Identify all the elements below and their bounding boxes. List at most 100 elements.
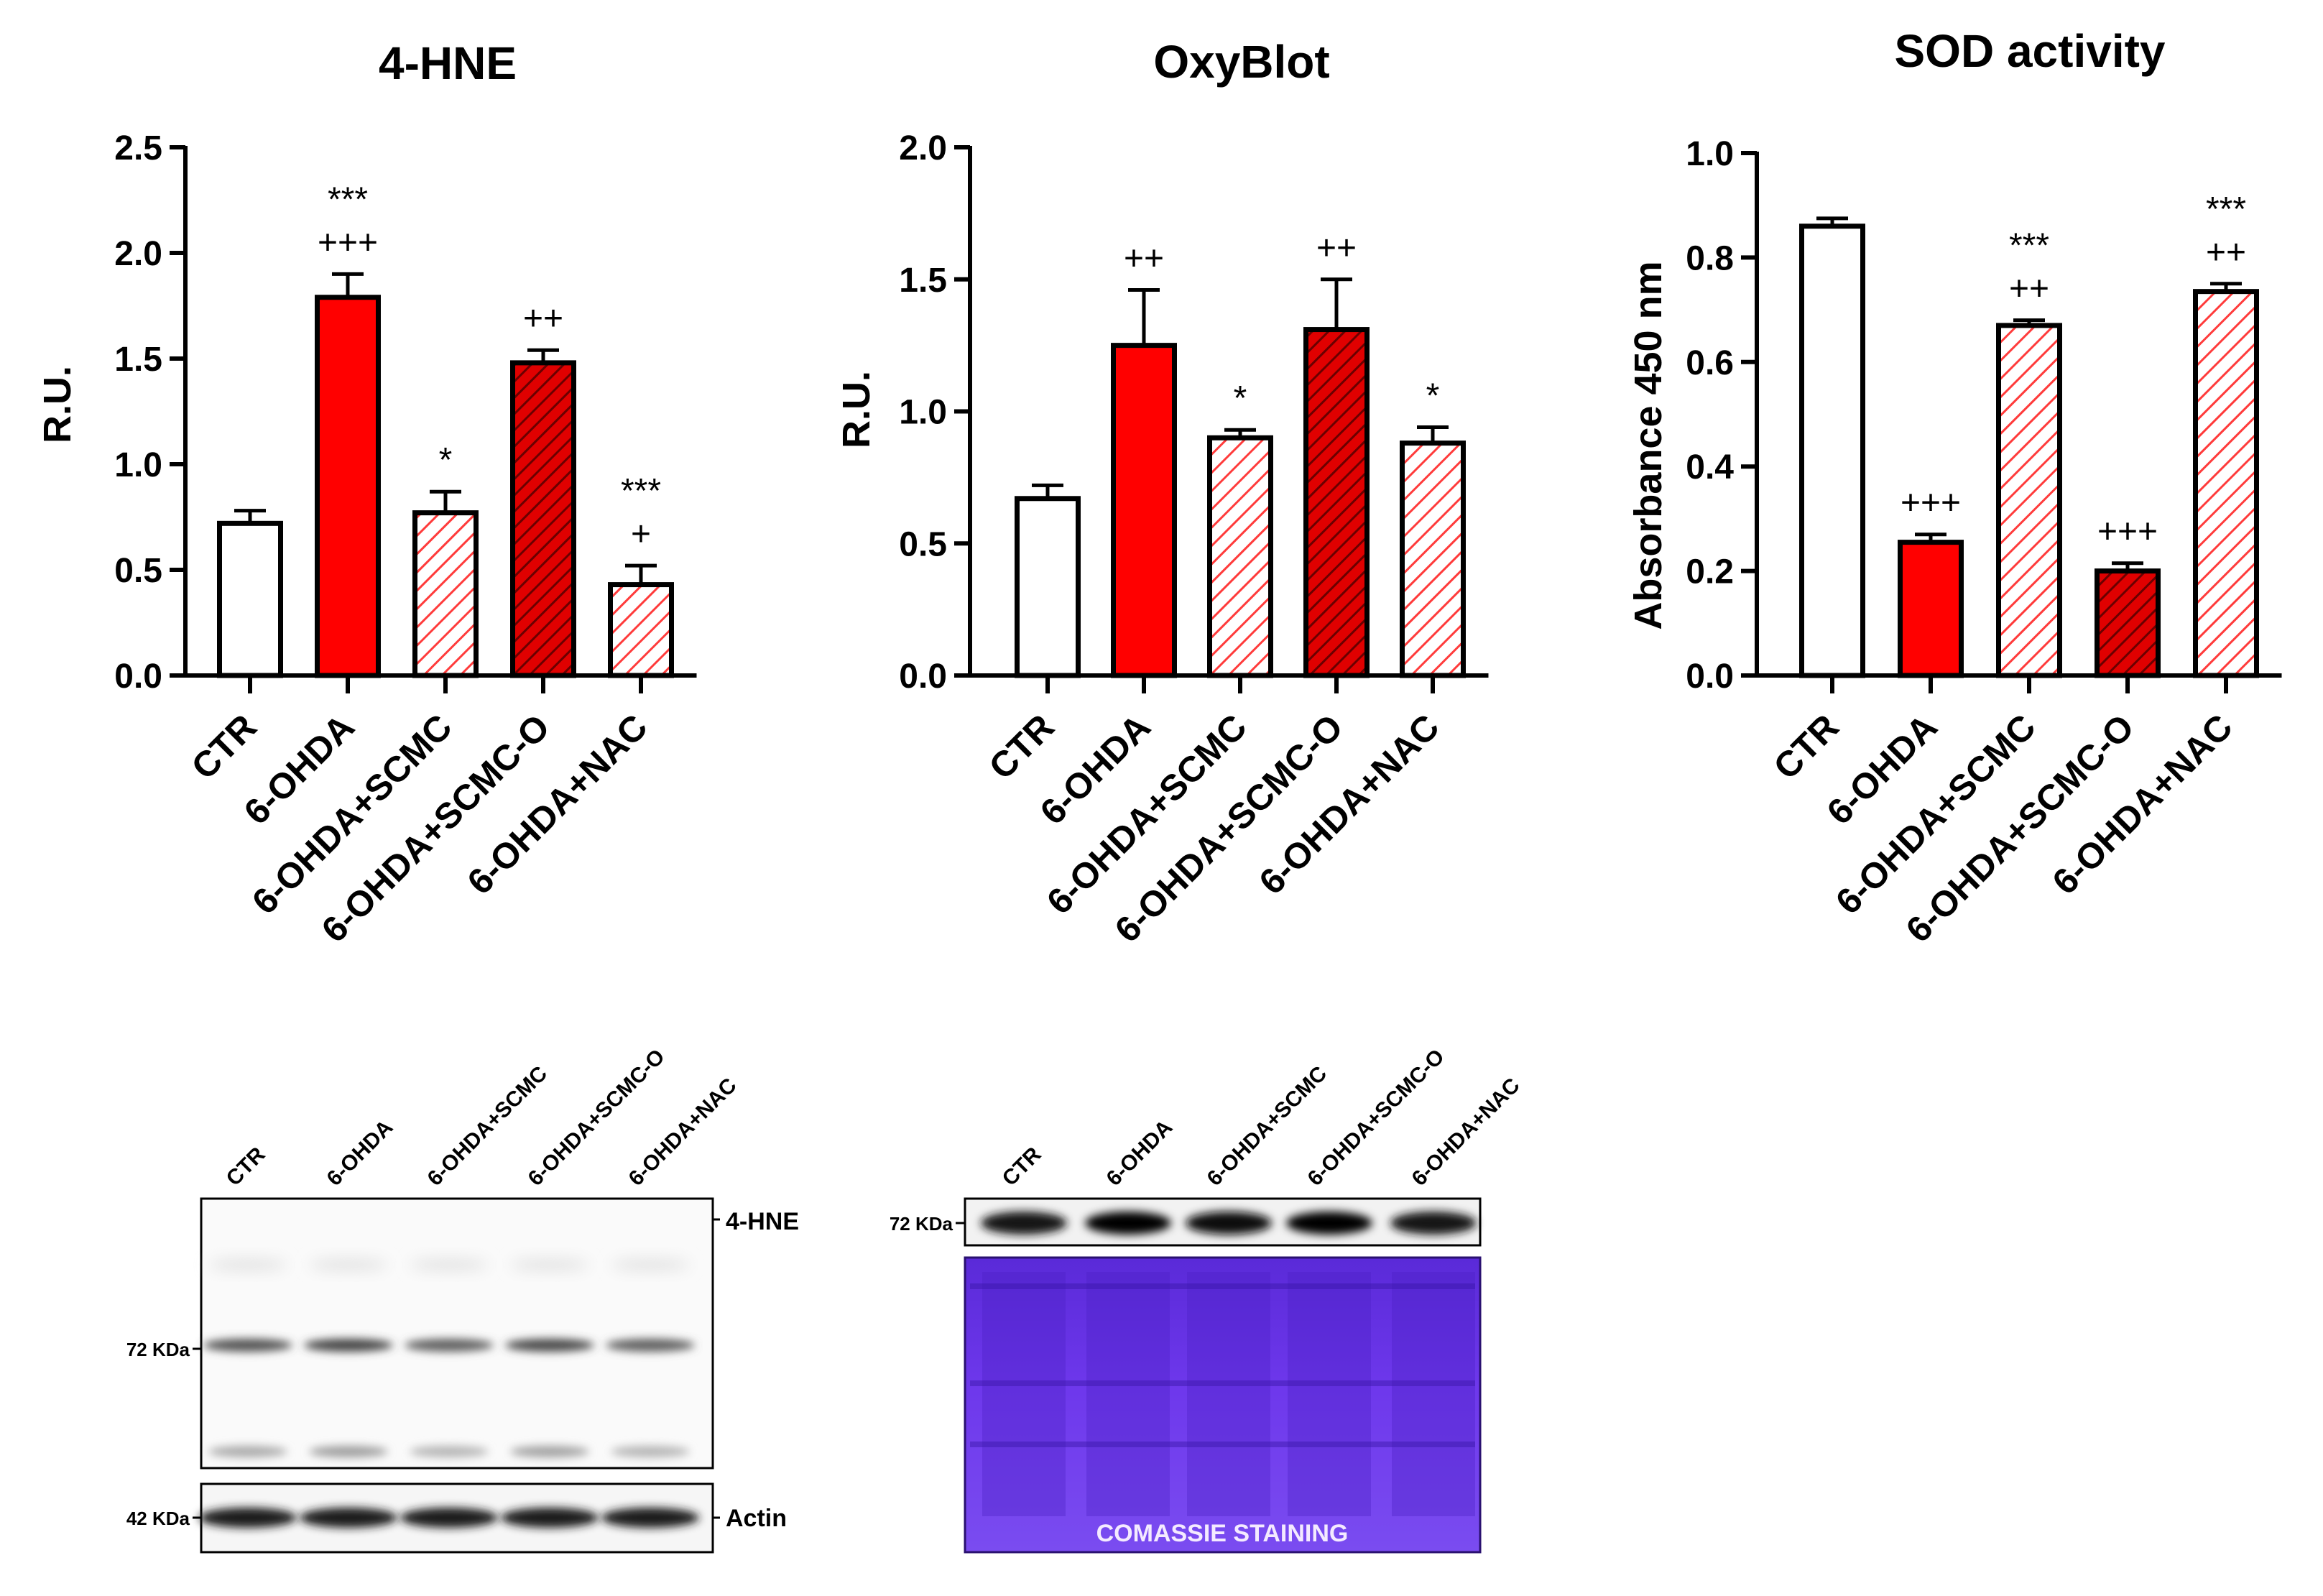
x-tick-label: 6-OHDA+NAC: [2044, 706, 2240, 902]
lane-labels: CTR 6-OHDA 6-OHDA+SCMC6-OHDA+SCMC-O6-OHDA+…: [222, 1045, 742, 1191]
bar: [217, 520, 283, 678]
y-axis-label: Absorbance 450 nm: [1627, 261, 1670, 629]
significance-annotation: +++: [1901, 484, 1961, 522]
significance-annotation: *: [1234, 379, 1247, 418]
main-band: [304, 1339, 393, 1352]
bar: [608, 582, 674, 678]
actin-band: [601, 1508, 699, 1528]
actin-band: [501, 1508, 599, 1528]
y-tick-label: 1.0: [114, 446, 162, 484]
oxyblot-band: [1085, 1212, 1171, 1235]
bar: [1400, 440, 1466, 678]
chart-title: SOD activity: [1894, 25, 2165, 77]
stain-lane: [1187, 1272, 1270, 1516]
y-tick-label: 2.5: [114, 129, 162, 167]
significance-annotation: *: [1426, 377, 1440, 415]
faint-band: [510, 1259, 589, 1270]
actin-band: [300, 1508, 397, 1528]
bar: [1207, 435, 1273, 678]
y-tick-label: 1.5: [899, 262, 947, 300]
chart-title: OxyBlot: [1153, 36, 1329, 88]
hne-marker-label: 72 KDa: [126, 1339, 190, 1360]
bar: [1898, 540, 1964, 678]
lower-band: [611, 1446, 690, 1457]
oxyblot-bands: [981, 1212, 1477, 1235]
stain-lane: [1392, 1272, 1475, 1516]
hne-blot-membrane: [200, 1197, 714, 1470]
y-tick-label: 0.4: [1686, 448, 1734, 486]
stain-lanes: [970, 1272, 1475, 1516]
y-tick-label: 0.2: [1686, 553, 1734, 591]
significance-annotation: ++: [1124, 239, 1164, 277]
lane-label: CTR: [222, 1143, 270, 1191]
hne-bands: [203, 1259, 695, 1457]
significance-annotation: +++: [2097, 513, 2158, 551]
y-tick-label: 1.5: [114, 341, 162, 379]
y-tick-label: 1.0: [899, 394, 947, 432]
stain-lane: [1288, 1272, 1371, 1516]
bar: [1996, 323, 2062, 678]
x-tick-label: CTR: [184, 706, 264, 787]
faint-band: [208, 1259, 287, 1270]
y-tick-label: 2.0: [899, 129, 947, 167]
y-axis-label: R.U.: [835, 371, 878, 448]
lower-band: [410, 1446, 489, 1457]
lower-band: [309, 1446, 388, 1457]
x-tick-label: 6-OHDA+NAC: [459, 706, 655, 902]
plot-area: 0.00.20.40.60.81.0CTR6-OHDA+++6-OHDA+SCM…: [1686, 135, 2282, 950]
oxyblot-band: [1390, 1212, 1477, 1235]
bar: [1303, 327, 1370, 678]
plot-area: 0.00.51.01.52.02.5CTR6-OHDA***+++6-OHDA+…: [114, 129, 697, 950]
actin-band: [199, 1508, 297, 1528]
significance-annotation: ***: [2009, 227, 2049, 265]
bar: [412, 510, 479, 678]
faint-band: [309, 1259, 388, 1270]
bar: [1799, 223, 1865, 678]
oxyblot-band: [1286, 1212, 1372, 1235]
x-tick-label: CTR: [1766, 706, 1847, 787]
y-tick-label: 1.0: [1686, 135, 1734, 173]
main-band: [505, 1339, 594, 1352]
faint-band: [611, 1259, 690, 1270]
lane-label: 6-OHDA: [1102, 1115, 1178, 1191]
bar: [510, 360, 576, 678]
oxyblot-band: [1186, 1212, 1272, 1235]
bar: [2193, 289, 2259, 678]
lower-band: [208, 1446, 287, 1457]
y-tick-label: 0.5: [899, 525, 947, 563]
lane-label: 6-OHDA+NAC: [624, 1074, 742, 1191]
actin-bands: [199, 1508, 699, 1528]
bar: [1111, 343, 1177, 678]
oxyblot-marker-label: 72 KDa: [890, 1213, 953, 1235]
main-band: [405, 1339, 494, 1352]
comassie-gel: [964, 1256, 1482, 1554]
significance-annotation: ***: [2206, 190, 2246, 229]
significance-annotation: ++: [523, 300, 563, 338]
stain-lane: [982, 1272, 1066, 1516]
hne-western-blot: CTR 6-OHDA 6-OHDA+SCMC6-OHDA+SCMC-O6-OHDA+…: [126, 1045, 799, 1554]
comassie-label: COMASSIE STAINING: [1096, 1520, 1349, 1547]
significance-annotation: +: [631, 515, 651, 553]
actin-band: [400, 1508, 498, 1528]
y-axis-label: R.U.: [36, 366, 79, 443]
sod-bar-chart: SOD activity Absorbance 450 nm 0.0 0.2 0.4…: [1627, 25, 2282, 950]
plot-area: 0.00.51.01.52.0CTR6-OHDA++6-OHDA+SCMC*6-…: [899, 129, 1489, 950]
actin-marker-label: 42 KDa: [126, 1508, 190, 1529]
lane-label: 6-OHDA: [323, 1115, 398, 1191]
chart-title: 4-HNE: [379, 37, 517, 89]
faint-band: [410, 1259, 489, 1270]
lane-label: 6-OHDA+NAC: [1408, 1074, 1525, 1191]
hne-bar-chart: 4-HNE R.U. 0.00.51.01.52.02.5CTR6-OHDA**…: [36, 37, 697, 950]
significance-annotation: ++: [1316, 229, 1357, 267]
lower-band: [510, 1446, 589, 1457]
main-band: [203, 1339, 292, 1352]
y-tick-label: 2.0: [114, 235, 162, 273]
main-band: [606, 1339, 695, 1352]
lane-labels: CTR 6-OHDA 6-OHDA+SCMC6-OHDA+SCMC-O6-OHDA+…: [998, 1045, 1525, 1191]
y-tick-label: 0.6: [1686, 344, 1734, 382]
oxyblot-western-blot: CTR 6-OHDA 6-OHDA+SCMC6-OHDA+SCMC-O6-OHDA+…: [890, 1045, 1525, 1554]
oxyblot-bar-chart: OxyBlot R.U. 0.00.51.01.52.0CTR6-OHDA++6…: [835, 36, 1489, 950]
y-tick-label: 0.8: [1686, 239, 1734, 277]
y-tick-label: 0.0: [1686, 658, 1734, 696]
bar: [1015, 496, 1081, 678]
